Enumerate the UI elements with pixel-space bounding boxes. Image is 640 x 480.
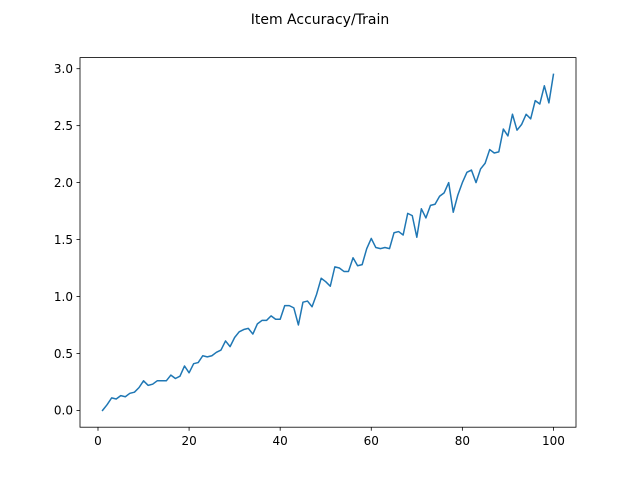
x-tick-label: 0 bbox=[94, 434, 102, 448]
plot-frame bbox=[79, 57, 577, 428]
y-tick-label: 3.0 bbox=[54, 62, 73, 76]
x-tick-label: 100 bbox=[542, 434, 565, 448]
x-tick-label: 40 bbox=[273, 434, 288, 448]
y-tick-label: 0.0 bbox=[54, 404, 73, 418]
x-tick-label: 20 bbox=[181, 434, 196, 448]
y-tick-label: 0.5 bbox=[54, 347, 73, 361]
x-tick-label: 60 bbox=[364, 434, 379, 448]
x-axis: 0 20 40 60 80 100 bbox=[94, 427, 565, 448]
y-tick-label: 1.0 bbox=[54, 290, 73, 304]
y-tick-label: 1.5 bbox=[54, 233, 73, 247]
chart-title: Item Accuracy/Train bbox=[251, 12, 390, 28]
y-tick-label: 2.5 bbox=[54, 119, 73, 133]
series-line-1 bbox=[101, 73, 555, 412]
x-tick-label: 80 bbox=[455, 434, 470, 448]
plot-area bbox=[101, 73, 555, 412]
y-tick-label: 2.0 bbox=[54, 176, 73, 190]
y-axis: 0.0 0.5 1.0 1.5 2.0 2.5 3.0 bbox=[54, 62, 80, 418]
